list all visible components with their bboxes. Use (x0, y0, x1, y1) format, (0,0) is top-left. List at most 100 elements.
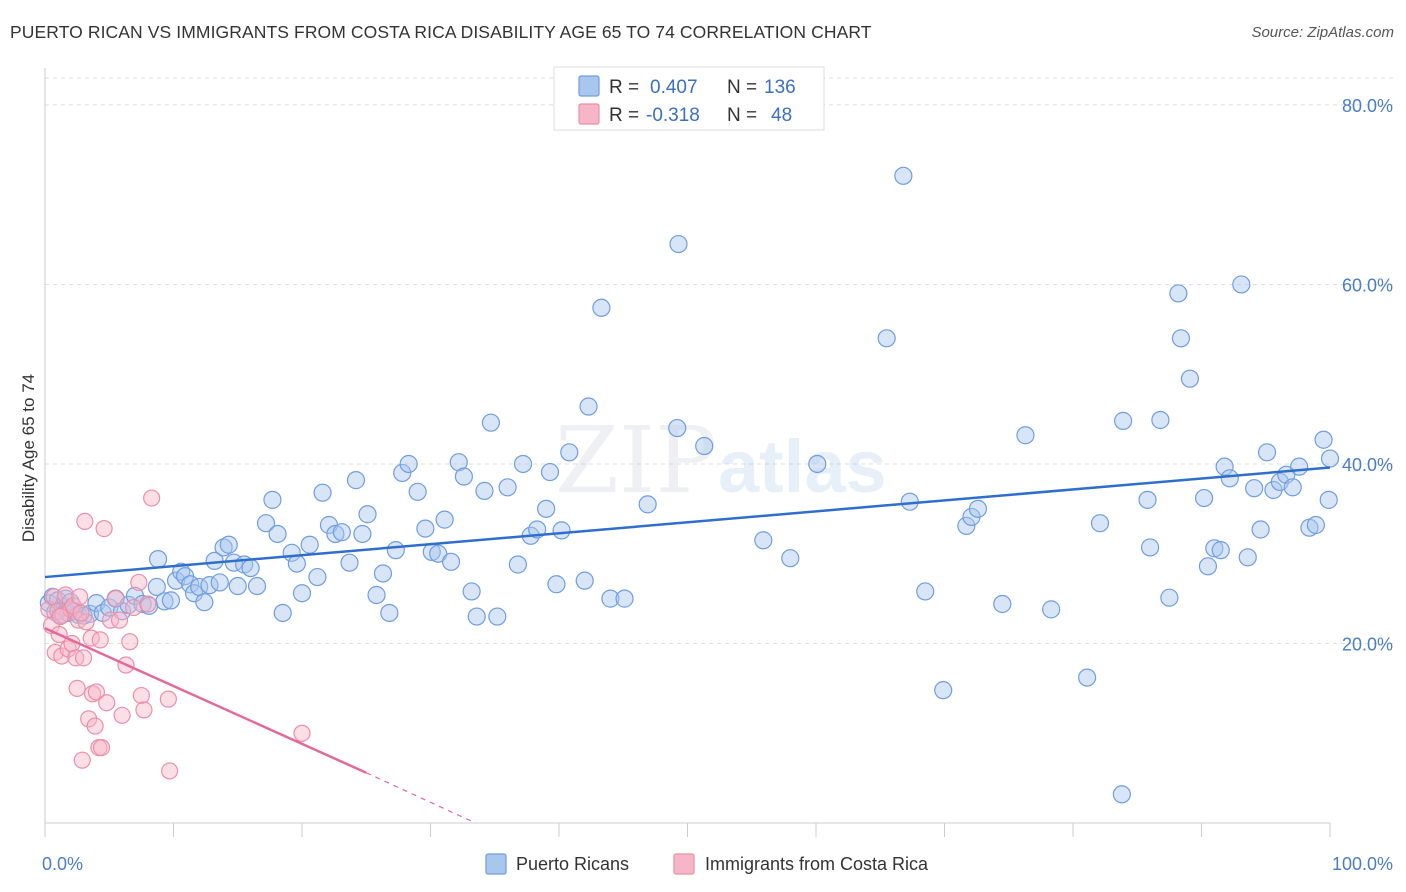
point-puerto-rican (1138, 490, 1157, 509)
legend-n-label: N = (727, 77, 757, 98)
point-puerto-rican (161, 591, 181, 610)
point-costa-rica (53, 647, 71, 665)
point-costa-rica (51, 607, 70, 626)
point-costa-rica (130, 573, 148, 592)
legend-n-label: N = (727, 105, 757, 126)
point-puerto-rican (560, 443, 579, 462)
point-puerto-rican (1205, 539, 1224, 558)
point-costa-rica (143, 489, 161, 507)
point-puerto-rican (247, 576, 267, 596)
watermark-zip: ZIP (555, 407, 717, 514)
point-puerto-rican (148, 550, 168, 569)
trend-line-costa-rica-extension (365, 772, 476, 824)
point-costa-rica (76, 512, 94, 531)
point-puerto-rican (1215, 457, 1234, 476)
point-puerto-rican (488, 607, 507, 626)
point-puerto-rican (537, 499, 556, 518)
point-puerto-rican (513, 454, 533, 474)
point-puerto-rican (1194, 488, 1214, 508)
point-costa-rica (74, 649, 93, 667)
point-puerto-rican (200, 576, 219, 595)
point-costa-rica (71, 588, 89, 606)
point-puerto-rican (166, 571, 186, 590)
point-puerto-rican (219, 535, 238, 554)
point-puerto-rican (435, 510, 454, 529)
point-costa-rica (92, 739, 111, 757)
point-puerto-rican (1251, 520, 1270, 539)
chart-title: PUERTO RICAN VS IMMIGRANTS FROM COSTA RI… (10, 22, 872, 42)
point-costa-rica (73, 751, 91, 769)
point-puerto-rican (993, 594, 1012, 614)
point-puerto-rican (579, 397, 598, 416)
axes (44, 68, 1331, 837)
point-puerto-rican (380, 603, 399, 623)
point-puerto-rican (934, 681, 953, 700)
legend-n-value: 48 (771, 105, 792, 126)
point-puerto-rican (273, 603, 292, 623)
bottom-legend-label: Puerto Ricans (516, 854, 629, 874)
point-costa-rica (121, 633, 139, 651)
point-puerto-rican (957, 516, 976, 535)
point-puerto-rican (353, 524, 372, 544)
point-puerto-rican (1180, 369, 1200, 388)
point-puerto-rican (968, 499, 988, 518)
point-costa-rica (91, 631, 109, 649)
point-puerto-rican (754, 531, 773, 550)
point-puerto-rican (508, 555, 527, 574)
point-costa-rica (293, 724, 311, 742)
point-costa-rica (125, 598, 143, 617)
point-puerto-rican (877, 329, 896, 348)
watermark: ZIP atlas (555, 407, 887, 514)
point-costa-rica (107, 590, 125, 608)
point-puerto-rican (540, 462, 560, 482)
point-costa-rica (113, 706, 131, 724)
point-puerto-rican (916, 582, 935, 601)
point-puerto-rican (1283, 478, 1302, 497)
point-puerto-rican (408, 482, 427, 501)
legend-r-value: -0.318 (646, 105, 700, 126)
point-costa-rica (87, 683, 106, 701)
point-costa-rica (86, 717, 104, 735)
point-puerto-rican (195, 593, 214, 612)
legend-n-value: 136 (764, 77, 796, 98)
point-puerto-rican (592, 298, 611, 317)
point-puerto-rican (292, 584, 312, 603)
x-tick-label: 100.0% (1332, 854, 1393, 874)
point-puerto-rican (228, 576, 247, 596)
legend: R = 0.407 N = 136 R = -0.318 N = 48 (553, 66, 825, 131)
point-puerto-rican (287, 554, 306, 573)
point-puerto-rican (308, 567, 327, 587)
point-costa-rica (139, 595, 157, 613)
y-tick-label: 20.0% (1342, 634, 1393, 654)
point-puerto-rican (1220, 469, 1239, 488)
point-puerto-rican (373, 564, 393, 583)
point-puerto-rican (1245, 479, 1264, 498)
point-puerto-rican (1042, 600, 1061, 619)
point-puerto-rican (1140, 538, 1160, 557)
legend-r-label: R = (609, 77, 639, 98)
point-puerto-rican (1320, 449, 1340, 468)
point-puerto-rican (638, 495, 657, 514)
point-puerto-rican (668, 418, 687, 438)
point-puerto-rican (241, 558, 260, 578)
trend-line-puerto-ricans (44, 466, 1331, 579)
point-puerto-rican (214, 538, 233, 557)
point-puerto-rican (1112, 785, 1131, 804)
point-puerto-rican (1314, 430, 1333, 449)
point-puerto-rican (1306, 515, 1325, 535)
y-tick-label: 80.0% (1342, 96, 1393, 116)
point-puerto-rican (367, 585, 386, 605)
point-puerto-rican (268, 524, 287, 544)
point-costa-rica (68, 679, 86, 697)
point-puerto-rican (615, 589, 634, 608)
point-puerto-rican (1198, 557, 1218, 576)
point-puerto-rican (475, 481, 494, 500)
point-puerto-rican (808, 454, 827, 474)
point-puerto-rican (695, 436, 714, 456)
point-puerto-rican (462, 582, 481, 601)
point-puerto-rican (449, 453, 468, 472)
legend-r-label: R = (609, 105, 639, 126)
point-puerto-rican (1090, 514, 1110, 533)
point-puerto-rican (346, 471, 366, 490)
point-puerto-rican (1257, 443, 1277, 462)
